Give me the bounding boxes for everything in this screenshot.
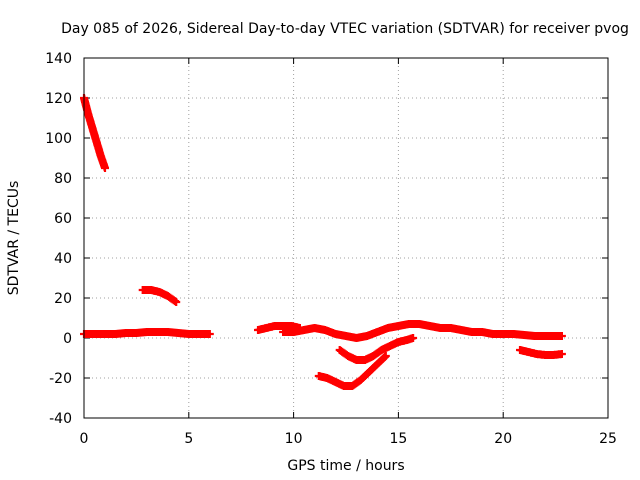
series-arc-2 [80, 328, 214, 338]
data-point [335, 334, 418, 364]
x-tick-label: 15 [389, 431, 407, 447]
data-point [254, 322, 304, 334]
series-arc-4 [254, 322, 304, 334]
y-tick-label: 120 [45, 91, 72, 107]
series-arc-7 [314, 352, 390, 390]
y-tick-label: 40 [54, 251, 72, 267]
grid-lines [84, 58, 608, 418]
series-arc-6 [335, 334, 418, 364]
series-arc-5 [279, 320, 566, 342]
y-tick-label: -40 [49, 411, 72, 427]
data-point [516, 346, 566, 359]
data-point [314, 352, 390, 390]
y-axis-ticks: -40 -20 0 20 40 60 80 100 120 140 [45, 51, 608, 427]
data-point [80, 328, 214, 338]
y-tick-label: 100 [45, 131, 72, 147]
x-tick-label: 5 [184, 431, 193, 447]
y-tick-label: 60 [54, 211, 72, 227]
x-tick-label: 20 [494, 431, 512, 447]
data-point [138, 286, 181, 306]
series-arc-8 [516, 346, 566, 359]
x-tick-label: 10 [285, 431, 303, 447]
x-tick-label: 0 [80, 431, 89, 447]
x-tick-label: 25 [599, 431, 617, 447]
y-tick-label: -20 [49, 371, 72, 387]
plot-frame [83, 57, 609, 419]
data-series [80, 94, 566, 390]
y-tick-label: 80 [54, 171, 72, 187]
series-arc-3 [138, 286, 181, 306]
y-tick-label: 20 [54, 291, 72, 307]
x-axis-label: GPS time / hours [287, 458, 404, 474]
data-point [279, 320, 566, 342]
y-tick-label: 0 [63, 331, 72, 347]
chart-title: Day 085 of 2026, Sidereal Day-to-day VTE… [61, 21, 629, 37]
y-tick-label: 140 [45, 51, 72, 67]
y-axis-label: SDTVAR / TECUs [6, 181, 22, 296]
